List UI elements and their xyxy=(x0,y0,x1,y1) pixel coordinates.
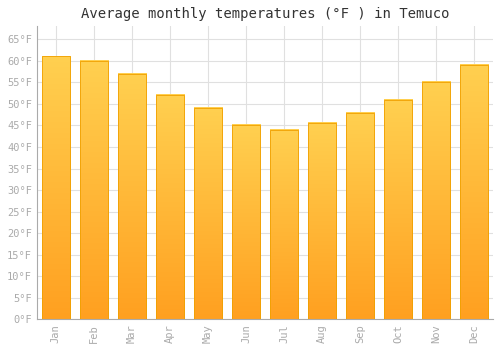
Bar xyxy=(308,123,336,320)
Bar xyxy=(384,99,412,320)
Bar xyxy=(460,65,488,320)
Bar xyxy=(194,108,222,320)
Bar xyxy=(156,95,184,320)
Bar xyxy=(422,82,450,320)
Bar xyxy=(270,130,298,320)
Title: Average monthly temperatures (°F ) in Temuco: Average monthly temperatures (°F ) in Te… xyxy=(80,7,449,21)
Bar xyxy=(118,74,146,320)
Bar xyxy=(80,61,108,320)
Bar xyxy=(42,56,70,320)
Bar xyxy=(346,112,374,320)
Bar xyxy=(232,125,260,320)
